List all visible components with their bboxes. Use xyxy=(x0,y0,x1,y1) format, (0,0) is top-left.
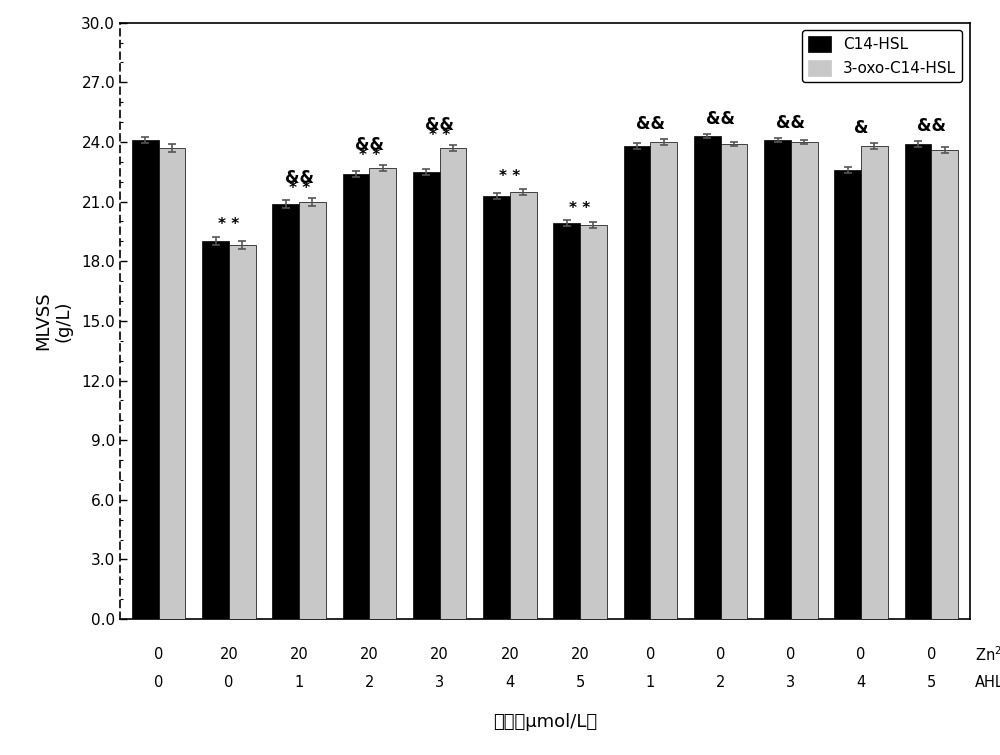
Y-axis label: MLVSS
(g/L): MLVSS (g/L) xyxy=(34,291,73,350)
Text: &&: && xyxy=(776,113,805,131)
Text: 20: 20 xyxy=(220,647,238,662)
Text: 0: 0 xyxy=(786,647,796,662)
Text: 20: 20 xyxy=(360,647,379,662)
Text: &&: && xyxy=(285,168,314,186)
Bar xyxy=(510,192,537,619)
Bar xyxy=(299,202,326,619)
Text: * *: * * xyxy=(499,168,521,183)
Bar xyxy=(580,226,607,619)
Bar xyxy=(553,223,580,619)
Text: 0: 0 xyxy=(927,647,936,662)
Bar xyxy=(369,168,396,619)
Text: * *: * * xyxy=(359,148,380,163)
Text: &: & xyxy=(854,119,868,137)
Bar xyxy=(159,148,185,619)
Text: * *: * * xyxy=(429,128,450,143)
Bar xyxy=(132,140,159,619)
Text: 3: 3 xyxy=(786,675,795,690)
Text: 4: 4 xyxy=(856,675,866,690)
Bar xyxy=(905,144,931,619)
Bar xyxy=(343,174,369,619)
Text: 3: 3 xyxy=(435,675,444,690)
Text: * *: * * xyxy=(289,180,310,196)
Text: 0: 0 xyxy=(154,675,163,690)
Text: * *: * * xyxy=(218,217,240,233)
Text: 20: 20 xyxy=(430,647,449,662)
Legend: C14-HSL, 3-oxo-C14-HSL: C14-HSL, 3-oxo-C14-HSL xyxy=(802,30,962,82)
Text: * *: * * xyxy=(569,201,591,215)
Text: 5: 5 xyxy=(575,675,585,690)
Text: 20: 20 xyxy=(501,647,519,662)
Bar xyxy=(931,150,958,619)
Bar xyxy=(791,142,818,619)
Text: 20: 20 xyxy=(571,647,589,662)
Bar xyxy=(272,204,299,619)
Text: 5: 5 xyxy=(927,675,936,690)
Text: &&: && xyxy=(636,115,665,133)
Bar xyxy=(861,146,888,619)
Text: &&: && xyxy=(706,109,735,128)
Bar xyxy=(440,148,466,619)
Bar xyxy=(650,142,677,619)
Text: 0: 0 xyxy=(154,647,163,662)
Text: 0: 0 xyxy=(716,647,725,662)
Bar xyxy=(229,245,256,619)
Text: 0: 0 xyxy=(646,647,655,662)
Text: 4: 4 xyxy=(505,675,515,690)
Text: Zn$^{2+}$: Zn$^{2+}$ xyxy=(975,646,1000,664)
Text: 1: 1 xyxy=(646,675,655,690)
Text: &&: && xyxy=(355,136,384,154)
Text: 浓度（μmol/L）: 浓度（μmol/L） xyxy=(493,713,597,732)
Text: &&: && xyxy=(425,116,454,134)
Bar xyxy=(721,144,747,619)
Bar xyxy=(764,140,791,619)
Text: &&: && xyxy=(917,117,946,135)
Bar xyxy=(483,196,510,619)
Text: 20: 20 xyxy=(290,647,309,662)
Text: AHLs: AHLs xyxy=(975,675,1000,690)
Text: 2: 2 xyxy=(365,675,374,690)
Bar xyxy=(834,170,861,619)
Bar xyxy=(624,146,650,619)
Bar xyxy=(694,136,721,619)
Bar xyxy=(202,242,229,619)
Text: 0: 0 xyxy=(856,647,866,662)
Text: 1: 1 xyxy=(295,675,304,690)
Text: 2: 2 xyxy=(716,675,725,690)
Bar xyxy=(413,172,440,619)
Text: 0: 0 xyxy=(224,675,234,690)
